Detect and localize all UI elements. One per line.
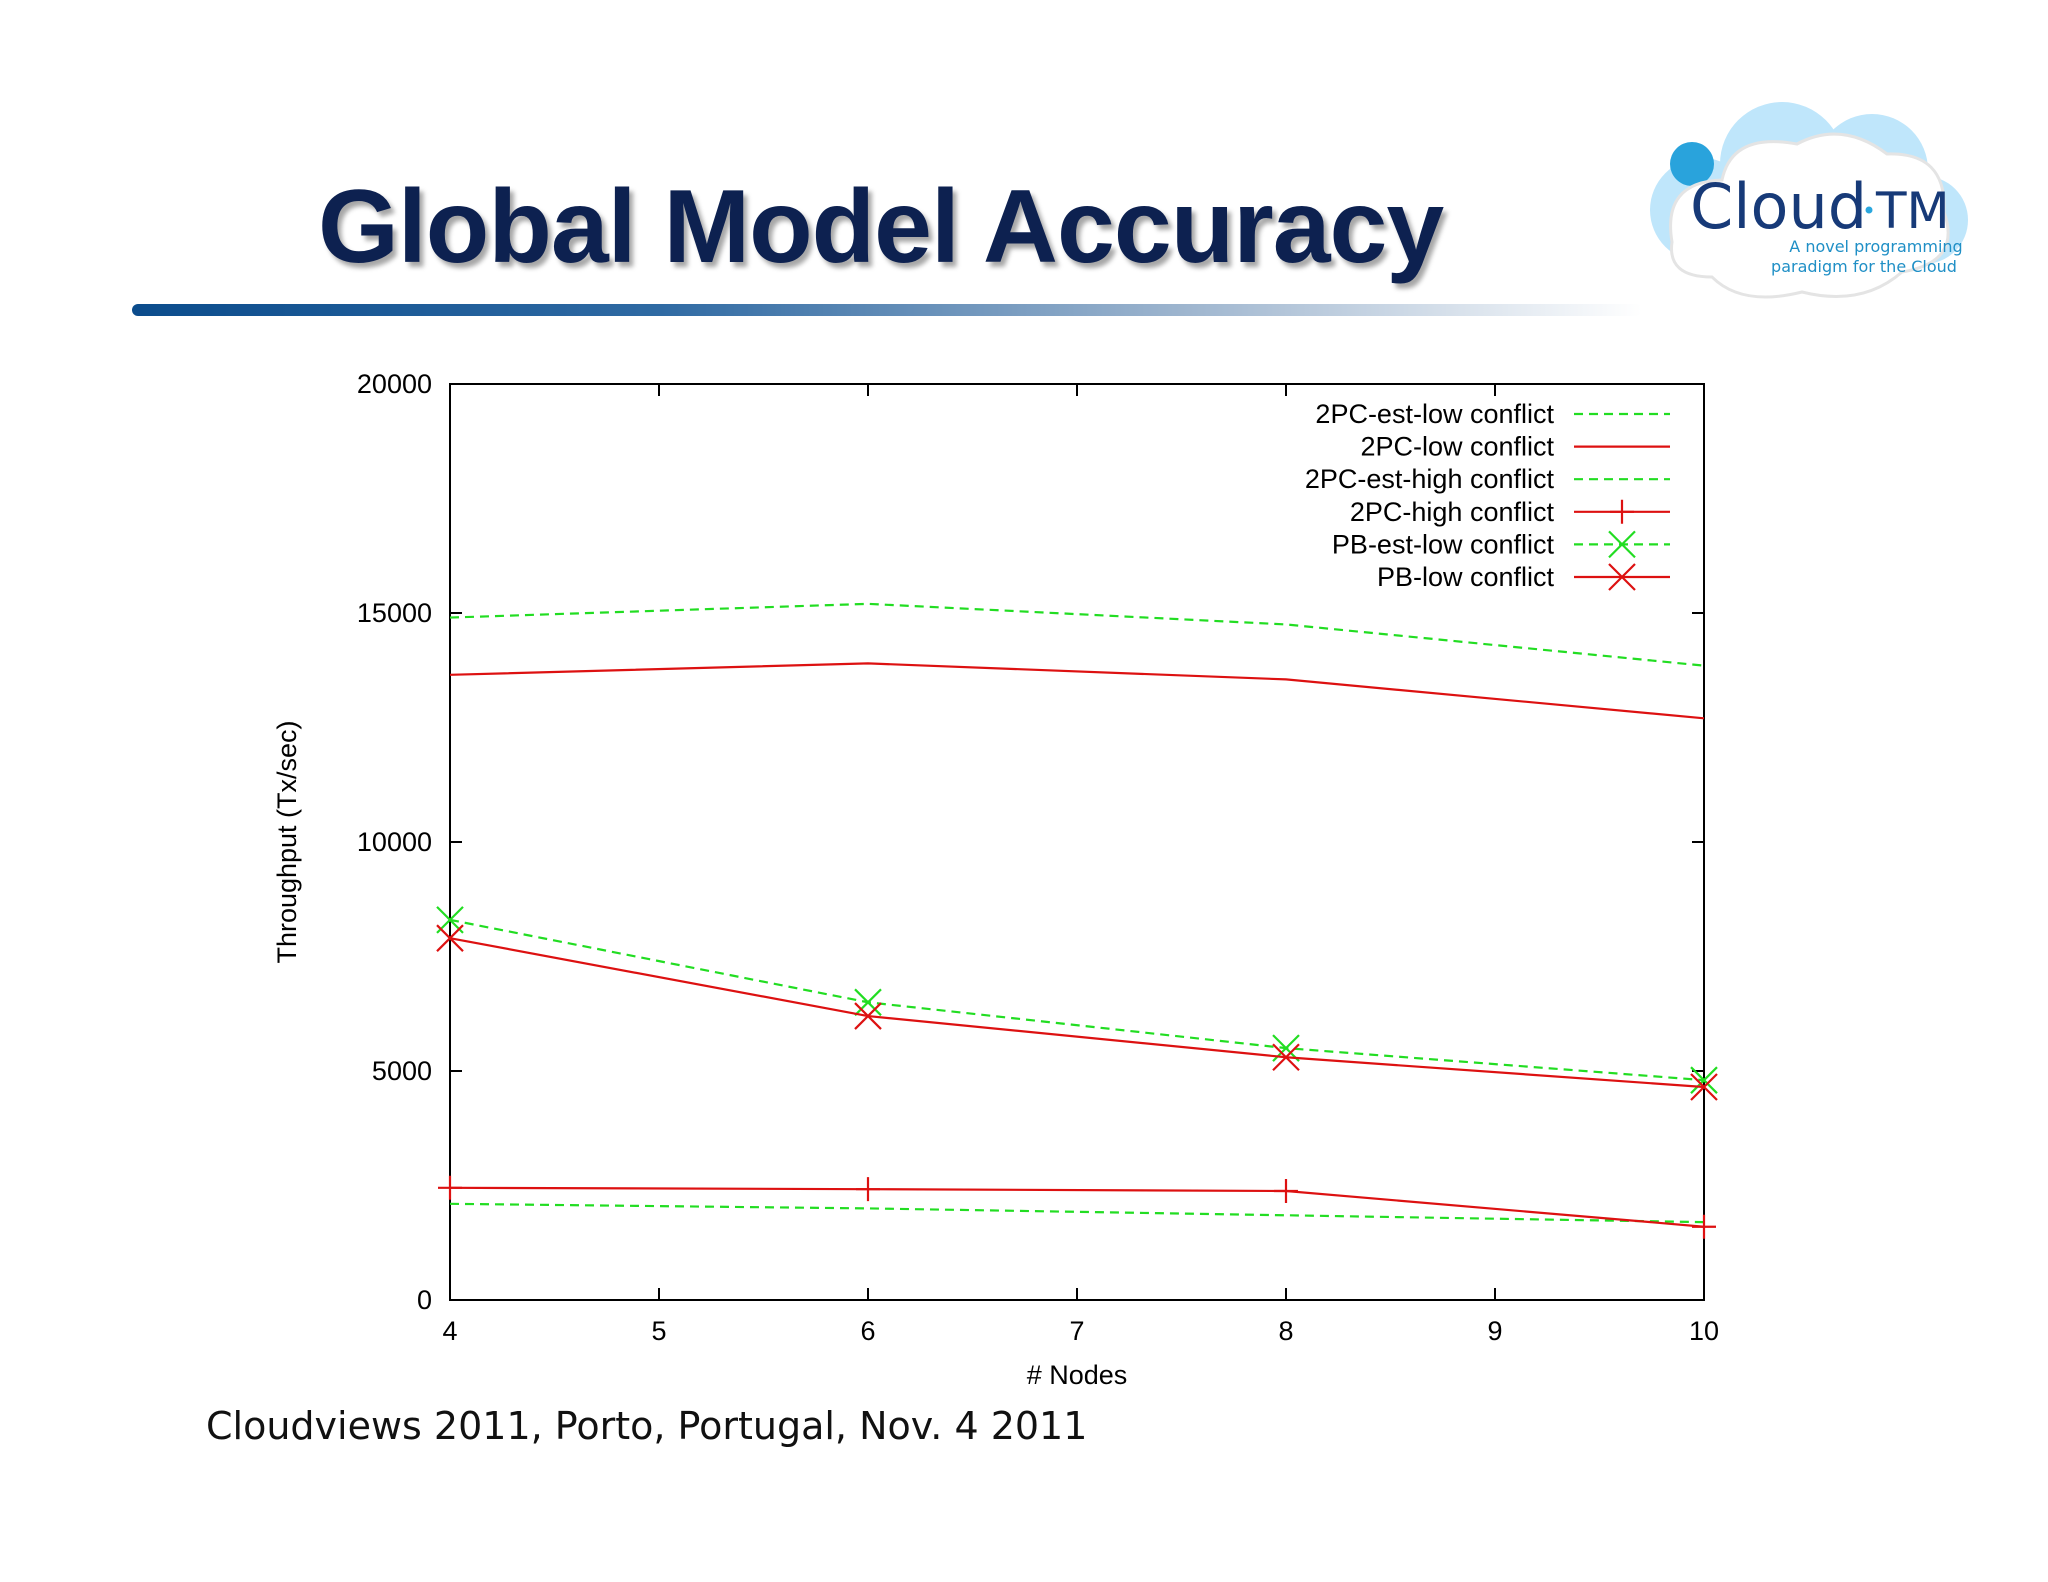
series-line <box>449 1186 1705 1228</box>
series-point <box>854 1002 882 1030</box>
series-2 <box>449 1202 1705 1224</box>
series-3 <box>438 1175 1716 1239</box>
legend-item-5: PB-low conflict <box>1377 562 1670 592</box>
y-tick-label: 5000 <box>372 1056 432 1086</box>
series-5 <box>436 924 1718 1101</box>
cloudtm-logo: Cloud TM A novel programming paradigm fo… <box>1650 102 1968 299</box>
legend-label: PB-est-low conflict <box>1332 529 1555 559</box>
x-tick-label: 7 <box>1069 1316 1084 1346</box>
series-point <box>436 924 464 952</box>
y-tick-label: 0 <box>417 1285 432 1315</box>
legend-item-4: PB-est-low conflict <box>1332 529 1670 559</box>
x-tick-label: 9 <box>1487 1316 1502 1346</box>
series-line <box>449 1202 1705 1224</box>
logo-tagline-2: paradigm for the Cloud <box>1771 257 1957 276</box>
series-point <box>1690 1073 1718 1101</box>
legend-label: PB-low conflict <box>1377 562 1555 592</box>
y-tick-label: 20000 <box>357 369 432 399</box>
series-point <box>1690 1066 1718 1094</box>
series-point <box>856 1177 880 1202</box>
series-point <box>1272 1043 1300 1072</box>
series-0 <box>449 602 1705 667</box>
chart-axes: 4 5 6 7 8 9 10 0 5000 10000 15000 20000 <box>357 369 1719 1346</box>
slide-title: Global Model Accuracy <box>318 169 1444 285</box>
x-tick-label: 10 <box>1689 1316 1719 1346</box>
logo-brand-cloud: Cloud <box>1690 170 1867 243</box>
logo-dot <box>1865 206 1873 214</box>
chart-series <box>436 602 1718 1239</box>
x-tick-label: 4 <box>442 1316 457 1346</box>
legend-marker <box>1608 530 1636 559</box>
legend-item-3: 2PC-high conflict <box>1350 497 1670 527</box>
x-axis-label: # Nodes <box>1027 1360 1128 1390</box>
series-point <box>1274 1179 1298 1203</box>
legend-item-1: 2PC-low conflict <box>1360 432 1670 462</box>
series-line <box>449 937 1705 1089</box>
x-tick-label: 6 <box>860 1316 875 1346</box>
series-line <box>449 662 1705 720</box>
y-tick-label: 10000 <box>357 827 432 857</box>
legend-label: 2PC-est-high conflict <box>1305 464 1555 494</box>
y-tick-label: 15000 <box>357 598 432 628</box>
y-axis-label: Throughput (Tx/sec) <box>272 720 302 963</box>
logo-cloud-shape <box>1650 102 1968 299</box>
footer-citation: Cloudviews 2011, Porto, Portugal, Nov. 4… <box>206 1404 1088 1448</box>
x-tick-label: 8 <box>1278 1316 1293 1346</box>
series-point <box>1692 1214 1716 1239</box>
logo-brand-tm: TM <box>1875 182 1950 240</box>
series-1 <box>449 662 1705 720</box>
series-point <box>438 1175 462 1200</box>
legend-item-2: 2PC-est-high conflict <box>1305 464 1670 494</box>
logo-tagline-1: A novel programming <box>1789 237 1962 256</box>
series-line <box>449 602 1705 667</box>
x-tick-label: 5 <box>651 1316 666 1346</box>
title-underline <box>132 304 1642 316</box>
legend-item-0: 2PC-est-low conflict <box>1315 399 1670 429</box>
series-line <box>449 918 1705 1082</box>
legend-marker <box>1610 499 1634 524</box>
legend-label: 2PC-low conflict <box>1360 432 1554 462</box>
legend-marker <box>1608 563 1636 591</box>
legend-label: 2PC-est-low conflict <box>1315 399 1554 429</box>
series-4 <box>436 906 1718 1094</box>
series-point <box>854 988 882 1017</box>
legend-label: 2PC-high conflict <box>1350 497 1555 527</box>
